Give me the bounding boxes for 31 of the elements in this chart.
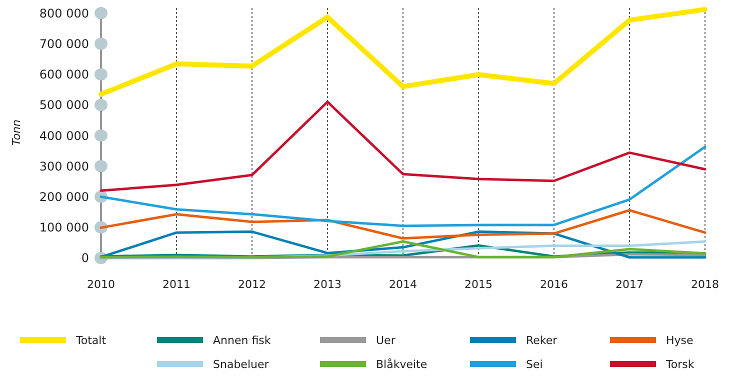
y-tick-label: 600 000 xyxy=(39,68,89,82)
x-tick-label: 2013 xyxy=(314,278,342,291)
x-tick-label: 2015 xyxy=(464,278,492,291)
y-tick-label: 300 000 xyxy=(39,159,89,174)
x-tick-label: 2016 xyxy=(540,278,568,291)
x-tick-label: 2012 xyxy=(238,278,266,291)
legend-label: Totalt xyxy=(75,334,107,347)
x-tick-label: 2014 xyxy=(389,278,417,291)
line-series xyxy=(100,209,706,240)
legend-label: Reker xyxy=(526,334,558,347)
y-tick-label: 0 xyxy=(81,251,89,266)
legend-label: Sei xyxy=(526,358,543,371)
x-tick-label: 2017 xyxy=(616,278,644,291)
legend-label: Snabeluer xyxy=(213,358,270,371)
y-tick-label: 200 000 xyxy=(39,190,89,204)
legend-label: Uer xyxy=(376,334,396,347)
x-tick-label: 2011 xyxy=(162,278,190,291)
y-tick-label: 100 000 xyxy=(39,220,89,235)
legend-label: Hyse xyxy=(666,334,694,347)
legend-label: Blåkveite xyxy=(376,358,428,371)
y-axis-title: Tonn xyxy=(10,119,23,146)
y-tick-label: 800 000 xyxy=(39,6,89,20)
x-tick-label: 2018 xyxy=(691,278,719,291)
legend-label: Torsk xyxy=(665,358,695,371)
y-tick-label: 700 000 xyxy=(39,36,89,51)
line-series xyxy=(100,100,706,192)
x-tick-label: 2010 xyxy=(87,278,115,291)
y-tick-label: 500 000 xyxy=(39,98,89,112)
line-series xyxy=(100,146,706,228)
legend-label: Annen fisk xyxy=(213,334,272,347)
y-tick-label: 400 000 xyxy=(39,128,89,143)
